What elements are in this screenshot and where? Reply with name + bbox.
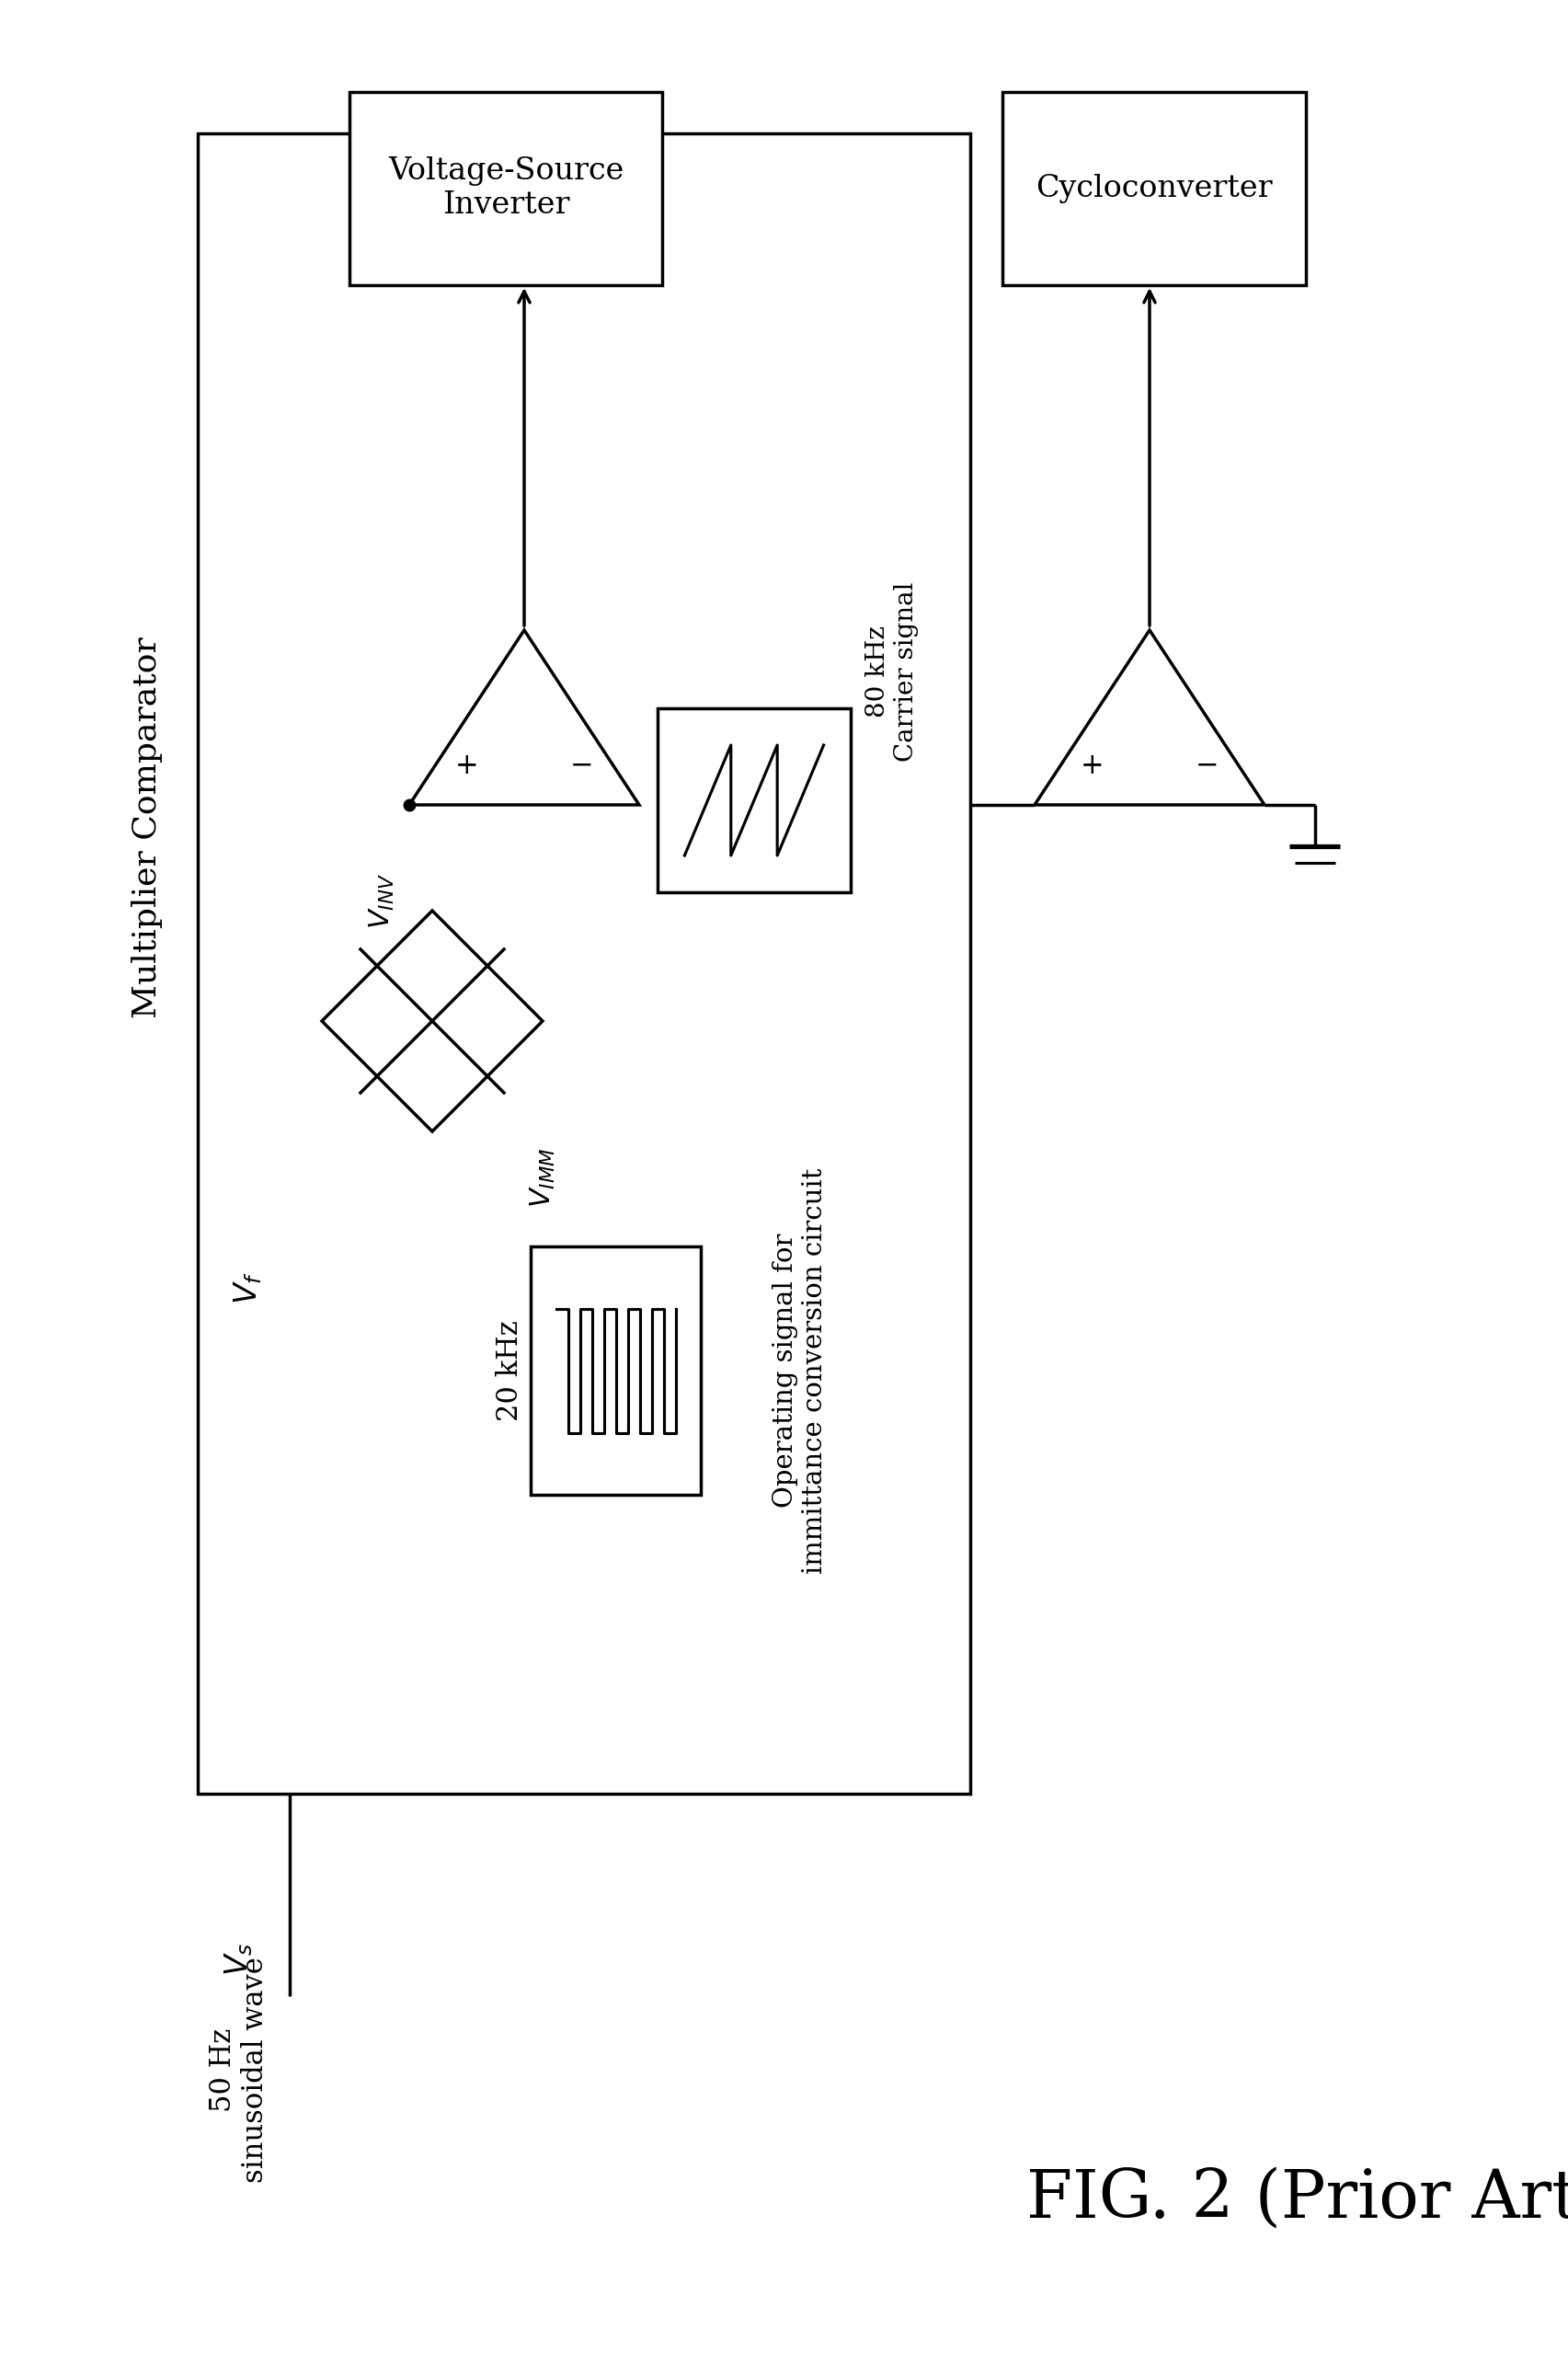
Bar — [532, 1247, 701, 1495]
Bar — [350, 93, 662, 285]
Text: 50 Hz
sinusoidal wave: 50 Hz sinusoidal wave — [209, 1958, 270, 2184]
Text: −: − — [569, 751, 593, 779]
Text: Multiplier Comparator: Multiplier Comparator — [132, 637, 163, 1019]
Text: 80 kHz
Carrier signal: 80 kHz Carrier signal — [866, 582, 919, 760]
Text: $V_{IMM}$: $V_{IMM}$ — [528, 1148, 557, 1207]
Text: $V_s$: $V_s$ — [223, 1944, 256, 1977]
Bar — [657, 708, 850, 893]
Text: FIG. 2 (Prior Art): FIG. 2 (Prior Art) — [1025, 2167, 1568, 2231]
Bar — [1002, 93, 1305, 285]
Text: −: − — [1195, 751, 1218, 779]
Text: Cycloconverter: Cycloconverter — [1035, 173, 1272, 204]
Text: Voltage-Source
Inverter: Voltage-Source Inverter — [387, 157, 624, 221]
Text: +: + — [455, 751, 478, 779]
Text: +: + — [1080, 751, 1104, 779]
Bar — [198, 133, 969, 1794]
Text: $V_{INV}$: $V_{INV}$ — [367, 874, 395, 929]
Text: 20 kHz: 20 kHz — [495, 1321, 524, 1421]
Text: Operating signal for
immittance conversion circuit: Operating signal for immittance conversi… — [771, 1167, 828, 1573]
Text: $V_f$: $V_f$ — [232, 1271, 263, 1304]
